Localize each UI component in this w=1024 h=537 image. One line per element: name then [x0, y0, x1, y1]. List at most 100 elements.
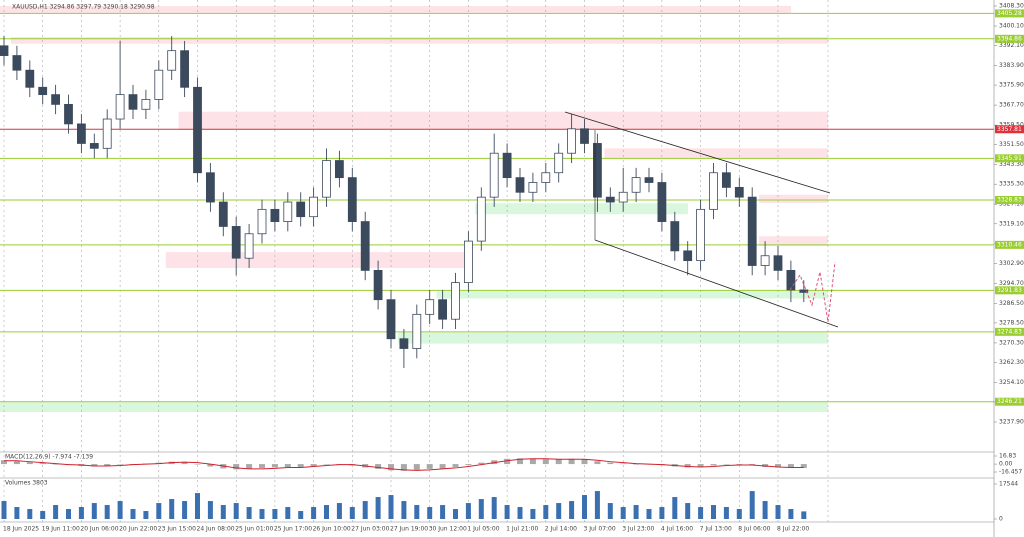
volume-bar [414, 505, 420, 519]
macd-bar [400, 464, 407, 471]
volume-bar [440, 505, 446, 519]
macd-bar [323, 464, 330, 465]
volume-bar [401, 501, 407, 519]
candle-body [141, 99, 151, 110]
candle-body [515, 177, 525, 193]
zone [165, 252, 469, 268]
candle-body [205, 172, 215, 203]
macd-bar [478, 462, 485, 465]
macd-bar [388, 464, 394, 471]
candle-body [696, 208, 705, 262]
level-label: 3328.83 [997, 197, 1022, 204]
zone [436, 290, 828, 299]
macd-bar [13, 461, 20, 465]
candle-body [296, 201, 306, 218]
x-tick-label: 25 Jun 17:00 [274, 526, 312, 533]
volume-bar [762, 501, 768, 519]
x-tick-label: 2 Jul 14:00 [545, 526, 577, 533]
zone [178, 111, 829, 131]
level-label: 3310.46 [997, 241, 1022, 248]
volume-bar [672, 497, 678, 519]
volume-bar [620, 507, 626, 519]
channel-upper [564, 111, 831, 194]
x-tick-label: 3 Jul 07:00 [584, 526, 616, 533]
macd-bar [633, 464, 640, 465]
macd-bar [194, 464, 201, 465]
macd-bar [800, 464, 807, 468]
volume-bar [723, 507, 729, 519]
volume-bar [104, 505, 110, 519]
volume-bar [491, 497, 497, 519]
volume-bar [375, 497, 381, 519]
candle-body [231, 226, 241, 259]
candle-body [799, 289, 809, 293]
candle-body [128, 94, 138, 110]
y-tick-label: 3327.10 [999, 201, 1024, 208]
level-label: 3246.21 [997, 398, 1022, 405]
candle-body [0, 45, 9, 56]
x-tick-label: 4 Jul 16:00 [661, 526, 693, 533]
macd-tick-label: -16.457 [999, 469, 1022, 476]
candle-body [399, 338, 409, 349]
candle-body [373, 269, 383, 301]
candle-body [115, 94, 125, 120]
macd-bar [452, 464, 459, 467]
macd-bar [259, 464, 265, 468]
macd-bar [233, 464, 240, 470]
y-tick-label: 3392.10 [999, 42, 1024, 49]
volume-bar [311, 507, 317, 519]
candle-body [605, 196, 615, 203]
macd-signal [4, 458, 804, 471]
macd-bar [181, 462, 188, 465]
level-label-box [995, 154, 1024, 163]
macd-bar [246, 464, 253, 469]
macd-bar [52, 464, 59, 465]
volume-bar [195, 493, 200, 519]
candle-body [747, 196, 757, 266]
candle-body [786, 269, 796, 291]
volume-bar [233, 503, 239, 519]
zone [0, 6, 792, 13]
y-tick-label: 3359.50 [999, 122, 1024, 129]
volume-bar [633, 505, 639, 519]
candle-body [12, 55, 22, 71]
volume-bar [594, 491, 600, 519]
x-tick-label: 18 Jun 2025 [3, 526, 39, 533]
macd-bar [620, 463, 627, 465]
candle-body [309, 196, 319, 218]
x-tick-label: 19 Jun 11:00 [42, 526, 80, 533]
volume-bar [569, 501, 575, 519]
volume-bar [130, 509, 136, 519]
forecast-path [789, 261, 836, 323]
candle-body [360, 221, 370, 271]
candle-body [270, 208, 280, 222]
level-label-box [995, 34, 1024, 43]
macd-bar [568, 458, 575, 465]
y-tick-label: 3351.50 [999, 141, 1024, 148]
y-tick-label: 3270.30 [999, 339, 1024, 346]
macd-bar [504, 458, 511, 465]
volume-bar [78, 507, 84, 519]
macd-bar [426, 464, 433, 469]
volume-bar [91, 503, 97, 519]
zone [759, 194, 828, 204]
x-tick-label: 25 Jun 01:00 [235, 526, 273, 533]
volume-bar [530, 509, 536, 519]
x-tick-label: 8 Jul 06:00 [738, 526, 770, 533]
volume-bar [698, 507, 704, 519]
candle-body [593, 143, 602, 198]
volume-bar [220, 505, 226, 519]
candle-body [77, 123, 86, 144]
y-tick-label: 3254.10 [999, 379, 1024, 386]
candle-body [64, 103, 73, 125]
volume-bar [711, 505, 716, 519]
volume-bar [504, 505, 510, 519]
level-label-box [995, 125, 1024, 134]
candle-body [489, 152, 499, 198]
candle-body [631, 177, 641, 193]
macd-tick-label: 16.83 [999, 453, 1016, 460]
volume-bar [749, 491, 755, 519]
zone [10, 37, 828, 44]
candle-body [180, 50, 190, 88]
volume-bar [169, 499, 175, 519]
